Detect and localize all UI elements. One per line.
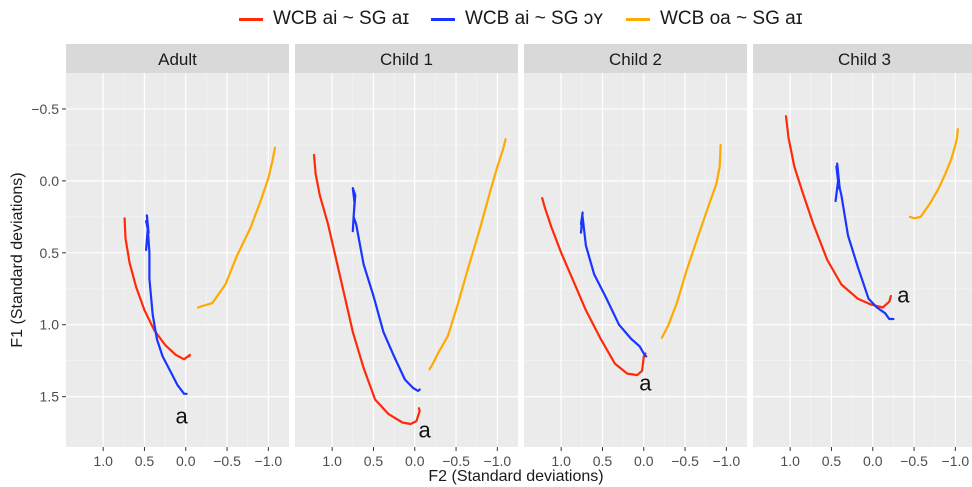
y-tick-label: 0.0: [40, 173, 60, 189]
legend-item: WCB ai ~ SG aɪ: [239, 8, 409, 30]
series-line: [541, 197, 647, 377]
y-tick-label: 1.0: [40, 317, 60, 333]
legend-label: WCB ai ~ SG aɪ: [273, 8, 410, 29]
facet-strip: [295, 44, 518, 73]
x-tick-label: 0.5: [593, 453, 613, 469]
panel-background: [524, 73, 747, 447]
y-tick-label: −0.5: [31, 101, 59, 117]
series-line: [908, 128, 959, 220]
x-tick-label: −1.0: [713, 453, 741, 469]
x-tick-label: 1.0: [322, 453, 342, 469]
annotation-label: a: [639, 370, 652, 395]
panel-background: [295, 73, 518, 447]
x-tick-label: −1.0: [942, 453, 970, 469]
facet-strip: [524, 44, 747, 73]
x-tick-label: 0.0: [176, 453, 196, 469]
x-tick-label: −1.0: [484, 453, 512, 469]
x-axis-title: F2 (Standard deviations): [428, 468, 603, 485]
facet-title: Child 3: [838, 50, 891, 69]
annotation-label: a: [897, 283, 910, 308]
x-tick-label: 0.0: [634, 453, 654, 469]
series-line: [145, 214, 188, 395]
x-tick-label: 1.0: [93, 453, 113, 469]
annotation-label: a: [176, 403, 189, 428]
panel-background: [753, 73, 972, 447]
y-tick-label: 0.5: [40, 245, 60, 261]
y-tick-label: 1.5: [40, 389, 60, 405]
x-tick-label: 0.5: [364, 453, 384, 469]
facet-strip: [66, 44, 289, 73]
legend-item: WCB ai ~ SG ɔʏ: [431, 8, 603, 30]
series-line: [660, 143, 722, 339]
x-tick-label: 1.0: [551, 453, 571, 469]
x-tick-label: −0.5: [671, 453, 699, 469]
legend-label: WCB oa ~ SG aɪ: [660, 8, 803, 29]
x-tick-label: 0.0: [405, 453, 425, 469]
legend-swatch-orange: [626, 17, 650, 21]
facet-title: Adult: [158, 50, 197, 69]
x-tick-label: 1.0: [780, 453, 800, 469]
x-tick-label: −1.0: [255, 453, 283, 469]
facet-title: Child 2: [609, 50, 662, 69]
x-tick-label: −0.5: [213, 453, 241, 469]
x-tick-label: 0.0: [863, 453, 883, 469]
series-line: [784, 115, 893, 309]
x-tick-label: 0.5: [135, 453, 155, 469]
x-tick-label: −0.5: [442, 453, 470, 469]
legend-label: WCB ai ~ SG ɔʏ: [465, 8, 604, 29]
facet-title: Child 1: [380, 50, 433, 69]
legend: WCB ai ~ SG aɪ WCB ai ~ SG ɔʏ WCB oa ~ S…: [0, 0, 972, 40]
y-axis-title: F1 (Standard deviations): [9, 172, 26, 347]
series-line: [428, 138, 507, 371]
annotation-label: a: [419, 418, 432, 443]
series-line: [834, 162, 895, 321]
series-line: [312, 153, 421, 426]
x-tick-label: 0.5: [822, 453, 842, 469]
series-line: [351, 187, 421, 392]
series-line: [197, 146, 277, 309]
legend-swatch-red: [239, 17, 263, 21]
legend-swatch-blue: [431, 17, 455, 21]
panel-background: [66, 73, 289, 447]
x-tick-label: −0.5: [900, 453, 928, 469]
legend-item: WCB oa ~ SG aɪ: [626, 8, 802, 30]
series-line: [579, 211, 648, 358]
facet-strip: [753, 44, 972, 73]
